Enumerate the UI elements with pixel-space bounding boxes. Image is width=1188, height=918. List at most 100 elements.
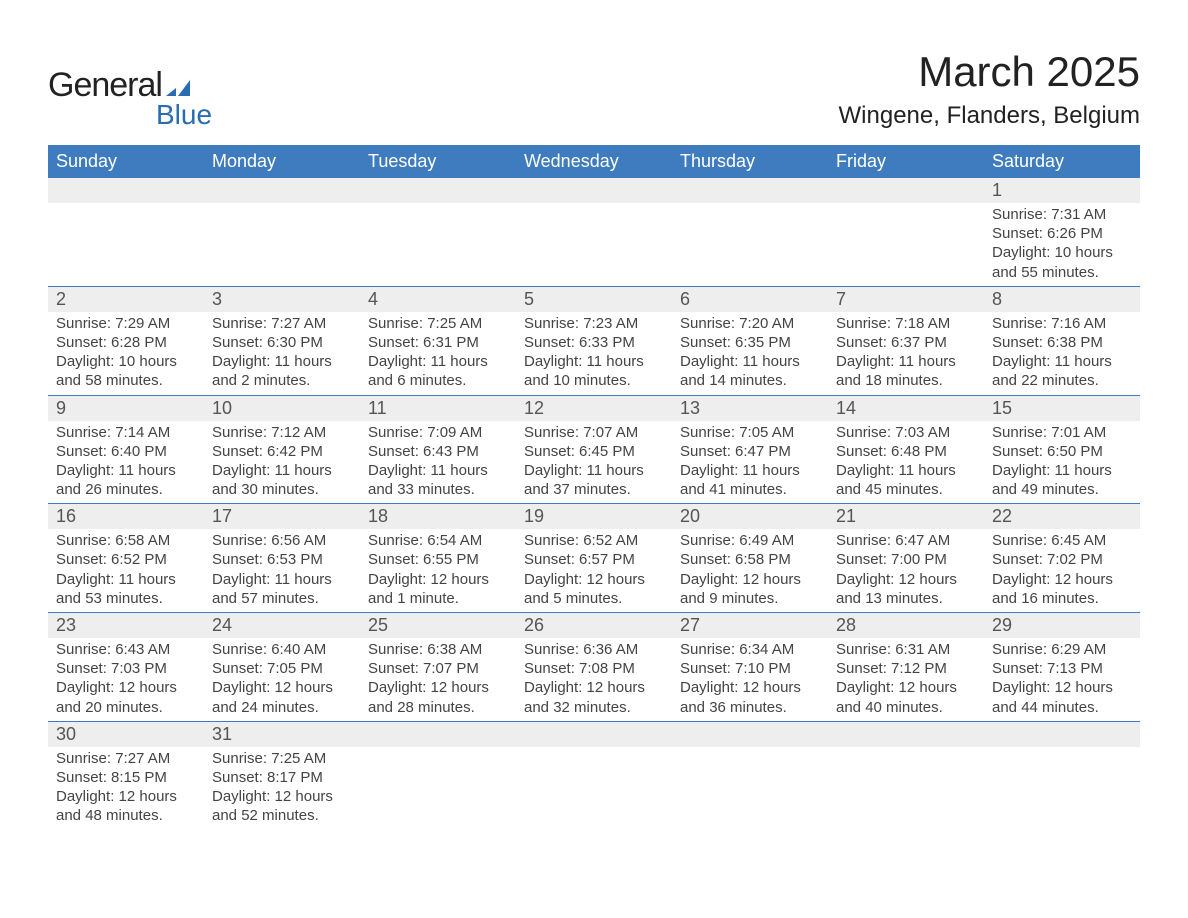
daylight-text: Daylight: 11 hours: [524, 352, 664, 371]
daylight-text: Daylight: 11 hours: [680, 352, 820, 371]
day-number: 4: [360, 287, 516, 312]
sunset-text: Sunset: 6:40 PM: [56, 442, 196, 461]
sunrise-text: Sunrise: 6:29 AM: [992, 640, 1132, 659]
daylight-text: and 22 minutes.: [992, 371, 1132, 390]
day-cell: Sunrise: 6:47 AMSunset: 7:00 PMDaylight:…: [828, 529, 984, 612]
sunset-text: Sunset: 7:07 PM: [368, 659, 508, 678]
sunrise-text: Sunrise: 7:27 AM: [212, 314, 352, 333]
day-number: [360, 178, 516, 202]
sunset-text: Sunset: 7:00 PM: [836, 550, 976, 569]
sunrise-text: Sunrise: 6:31 AM: [836, 640, 976, 659]
daylight-text: and 30 minutes.: [212, 480, 352, 499]
daylight-text: Daylight: 11 hours: [992, 352, 1132, 371]
logo-text-blue: Blue: [156, 99, 212, 131]
day-number: [516, 178, 672, 202]
sunrise-text: Sunrise: 6:38 AM: [368, 640, 508, 659]
daylight-text: and 10 minutes.: [524, 371, 664, 390]
day-cell: [828, 203, 984, 223]
sunrise-text: Sunrise: 7:20 AM: [680, 314, 820, 333]
sunset-text: Sunset: 6:58 PM: [680, 550, 820, 569]
sunrise-text: Sunrise: 7:01 AM: [992, 423, 1132, 442]
sunset-text: Sunset: 6:33 PM: [524, 333, 664, 352]
day-number: 27: [672, 613, 828, 638]
weekday-header: Sunday: [48, 145, 204, 178]
daylight-text: and 41 minutes.: [680, 480, 820, 499]
sunset-text: Sunset: 7:03 PM: [56, 659, 196, 678]
day-cell: Sunrise: 7:23 AMSunset: 6:33 PMDaylight:…: [516, 312, 672, 395]
daylight-text: and 2 minutes.: [212, 371, 352, 390]
daylight-text: Daylight: 12 hours: [992, 570, 1132, 589]
day-number-row: 3031: [48, 721, 1140, 747]
header: General Blue March 2025 Wingene, Flander…: [48, 48, 1140, 131]
daylight-text: and 13 minutes.: [836, 589, 976, 608]
day-cell: [516, 203, 672, 223]
weekday-header: Tuesday: [360, 145, 516, 178]
daylight-text: Daylight: 12 hours: [524, 570, 664, 589]
weekday-header: Monday: [204, 145, 360, 178]
daylight-text: and 58 minutes.: [56, 371, 196, 390]
day-number-row: 1: [48, 178, 1140, 203]
day-cell: [516, 747, 672, 767]
day-cell: Sunrise: 6:54 AMSunset: 6:55 PMDaylight:…: [360, 529, 516, 612]
daylight-text: Daylight: 11 hours: [836, 352, 976, 371]
day-number-row: 2345678: [48, 286, 1140, 312]
daylight-text: Daylight: 11 hours: [212, 352, 352, 371]
day-number: 21: [828, 504, 984, 529]
daylight-text: and 57 minutes.: [212, 589, 352, 608]
daylight-text: Daylight: 12 hours: [992, 678, 1132, 697]
sunset-text: Sunset: 7:08 PM: [524, 659, 664, 678]
sunrise-text: Sunrise: 6:52 AM: [524, 531, 664, 550]
day-number-row: 9101112131415: [48, 395, 1140, 421]
logo: General Blue: [48, 48, 212, 131]
day-number: [48, 178, 204, 202]
daylight-text: Daylight: 12 hours: [524, 678, 664, 697]
sunset-text: Sunset: 7:12 PM: [836, 659, 976, 678]
daylight-text: and 44 minutes.: [992, 698, 1132, 717]
sunset-text: Sunset: 8:15 PM: [56, 768, 196, 787]
daylight-text: Daylight: 12 hours: [836, 570, 976, 589]
daylight-text: and 40 minutes.: [836, 698, 976, 717]
daylight-text: Daylight: 11 hours: [992, 461, 1132, 480]
day-number: 6: [672, 287, 828, 312]
day-number: [828, 178, 984, 202]
weekday-header: Friday: [828, 145, 984, 178]
day-number: [984, 722, 1140, 746]
calendar-table: SundayMondayTuesdayWednesdayThursdayFrid…: [48, 145, 1140, 830]
sunset-text: Sunset: 6:52 PM: [56, 550, 196, 569]
sunset-text: Sunset: 6:28 PM: [56, 333, 196, 352]
day-number: 16: [48, 504, 204, 529]
daylight-text: and 55 minutes.: [992, 263, 1132, 282]
daylight-text: and 53 minutes.: [56, 589, 196, 608]
day-number: 5: [516, 287, 672, 312]
sunrise-text: Sunrise: 7:29 AM: [56, 314, 196, 333]
day-number: 10: [204, 396, 360, 421]
daylight-text: Daylight: 12 hours: [212, 678, 352, 697]
day-cell: [48, 203, 204, 223]
day-number: 20: [672, 504, 828, 529]
sunrise-text: Sunrise: 6:43 AM: [56, 640, 196, 659]
day-cell: Sunrise: 7:29 AMSunset: 6:28 PMDaylight:…: [48, 312, 204, 395]
day-cell: [672, 203, 828, 223]
day-cell: Sunrise: 6:29 AMSunset: 7:13 PMDaylight:…: [984, 638, 1140, 721]
daylight-text: Daylight: 12 hours: [368, 678, 508, 697]
day-number: 14: [828, 396, 984, 421]
daylight-text: Daylight: 10 hours: [992, 243, 1132, 262]
sunset-text: Sunset: 6:37 PM: [836, 333, 976, 352]
day-cell: Sunrise: 7:01 AMSunset: 6:50 PMDaylight:…: [984, 421, 1140, 504]
day-number: 25: [360, 613, 516, 638]
day-number: 29: [984, 613, 1140, 638]
day-number-row: 16171819202122: [48, 504, 1140, 530]
daylight-text: Daylight: 11 hours: [524, 461, 664, 480]
day-cell: Sunrise: 7:03 AMSunset: 6:48 PMDaylight:…: [828, 421, 984, 504]
sunrise-text: Sunrise: 7:03 AM: [836, 423, 976, 442]
daylight-text: Daylight: 11 hours: [212, 461, 352, 480]
weekday-header-row: SundayMondayTuesdayWednesdayThursdayFrid…: [48, 145, 1140, 178]
day-number: 18: [360, 504, 516, 529]
sunrise-text: Sunrise: 6:56 AM: [212, 531, 352, 550]
day-number: 9: [48, 396, 204, 421]
daylight-text: and 14 minutes.: [680, 371, 820, 390]
day-number: [828, 722, 984, 746]
daylight-text: Daylight: 11 hours: [368, 352, 508, 371]
sunset-text: Sunset: 6:50 PM: [992, 442, 1132, 461]
sunrise-text: Sunrise: 7:12 AM: [212, 423, 352, 442]
